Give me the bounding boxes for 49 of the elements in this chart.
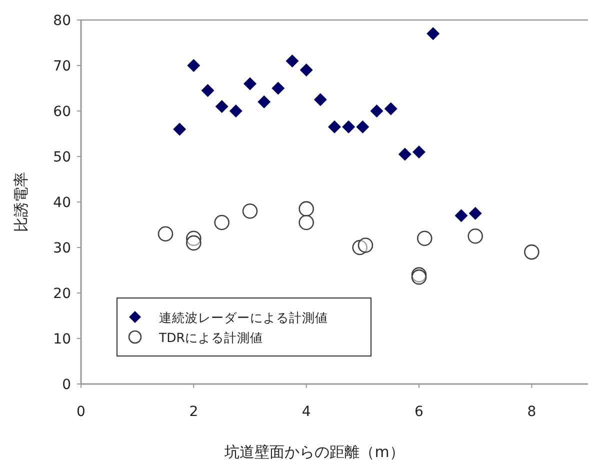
point [454, 209, 468, 222]
y-tick-label: 20 [53, 286, 71, 302]
x-tick-label: 6 [414, 404, 424, 420]
legend-label: 連続波レーダーによる計測値 [159, 310, 328, 325]
y-tick-label: 10 [53, 332, 71, 348]
x-tick-label: 8 [527, 404, 536, 420]
point [468, 228, 483, 244]
point [342, 120, 356, 134]
x-axis-title: 坑道壁面からの距離（m） [224, 443, 404, 461]
point [416, 230, 432, 246]
y-tick-label: 70 [53, 58, 71, 74]
x-tick-label: 4 [302, 404, 311, 420]
point [398, 148, 412, 161]
point [186, 235, 202, 251]
point [173, 122, 186, 136]
point [298, 214, 314, 230]
point [370, 104, 384, 118]
point [286, 54, 299, 68]
point [328, 120, 341, 134]
y-axis-title: 比誘電率 [12, 172, 30, 232]
point [314, 93, 327, 106]
point [298, 201, 314, 216]
point [229, 104, 242, 118]
legend-label: TDRによる計測値 [158, 330, 263, 345]
point [384, 102, 398, 116]
point [258, 95, 271, 108]
point [524, 244, 540, 260]
y-tick-label: 60 [53, 104, 71, 120]
point [158, 226, 174, 242]
y-tick-label: 40 [53, 195, 71, 211]
point [201, 84, 214, 98]
point [242, 203, 258, 219]
point [214, 214, 230, 230]
x-tick-label: 0 [76, 404, 86, 420]
point [468, 206, 482, 220]
point [426, 27, 440, 40]
point [272, 82, 285, 95]
y-tick-label: 80 [53, 13, 71, 29]
point [412, 145, 426, 158]
x-tick-label: 2 [189, 404, 198, 420]
point [300, 64, 313, 77]
y-tick-label: 50 [53, 150, 71, 166]
point [215, 100, 228, 113]
point [187, 59, 200, 72]
y-tick-label: 30 [53, 240, 71, 256]
y-tick-label: 0 [62, 377, 71, 393]
point [358, 238, 374, 253]
point [356, 120, 370, 134]
point [244, 77, 256, 90]
